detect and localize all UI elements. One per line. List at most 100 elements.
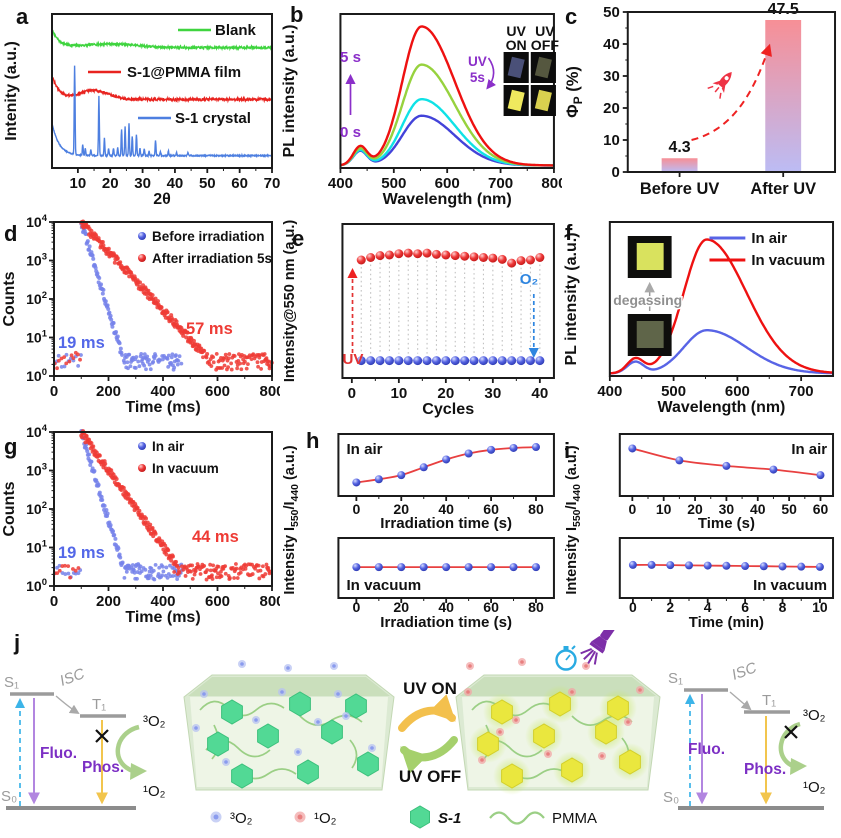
svg-text:In air: In air <box>152 439 185 454</box>
svg-text:60: 60 <box>231 175 248 192</box>
svg-text:44 ms: 44 ms <box>192 528 239 546</box>
excited-s1-molecule-icon <box>561 757 583 783</box>
excited-s1-molecule-icon <box>595 719 617 745</box>
svg-text:degassing: degassing <box>613 292 682 308</box>
svg-text:4: 4 <box>704 599 712 615</box>
svg-text:19 ms: 19 ms <box>58 334 105 352</box>
pl-spectra-chart: 400 500 600 700 800 Wavelength (nm) PL intensi… <box>280 13 562 208</box>
panel-label-b: b <box>290 2 304 27</box>
s1-molecule-icon <box>257 723 279 749</box>
s1-molecule-icon <box>207 731 229 757</box>
svg-text:UV: UV <box>506 23 526 39</box>
svg-text:0: 0 <box>348 385 356 402</box>
svg-text:S₁: S₁ <box>668 670 683 687</box>
svg-text:UV: UV <box>468 54 487 69</box>
x-axis: 0 200 400 600 800 <box>50 376 280 400</box>
excited-s1-molecule-icon <box>549 691 571 717</box>
svg-text:O₂: O₂ <box>520 271 538 288</box>
svg-text:Intensity I550/I440 (a.u.): Intensity I550/I440 (a.u.) <box>564 445 583 594</box>
spectrum-5-s <box>340 25 555 167</box>
svg-text:10: 10 <box>70 175 87 192</box>
svg-text:100: 100 <box>26 577 47 594</box>
svg-text:³O₂: ³O₂ <box>143 713 166 730</box>
svg-text:600: 600 <box>205 593 230 610</box>
uv-5s-arrow-icon <box>486 57 497 90</box>
legend: Blank S-1@PMMA film S-1 crystal <box>88 22 257 127</box>
svg-text:50: 50 <box>603 4 620 21</box>
svg-text:700: 700 <box>789 383 814 400</box>
svg-text:PL intensity (a.u.): PL intensity (a.u.) <box>563 232 580 365</box>
plot-frame <box>51 13 273 169</box>
s1-molecule-icon <box>357 751 379 777</box>
svg-text:Intensity I550/I440 (a.u.): Intensity I550/I440 (a.u.) <box>282 445 301 594</box>
svg-text:Phos.: Phos. <box>744 761 786 778</box>
svg-text:400: 400 <box>150 383 175 400</box>
s1-molecule-icon <box>321 719 343 745</box>
svg-text:UV OFF: UV OFF <box>399 767 461 786</box>
decay-ratio-chart: 0 10 20 30 40 50 60 Time (s) In air 0 2 4 6 8 10 Time (… <box>564 433 835 630</box>
panel-label-f: f <box>565 220 573 245</box>
svg-text:After UV: After UV <box>750 180 816 198</box>
panel-label-i: i <box>564 438 571 463</box>
svg-text:0: 0 <box>50 383 58 400</box>
x-axis: Before UV After UV <box>640 172 816 198</box>
svg-text:Cycles: Cycles <box>422 400 474 418</box>
svg-text:4.3: 4.3 <box>668 139 690 156</box>
svg-text:400: 400 <box>597 383 622 400</box>
lifetime-decay-chart: 0 200 400 600 800 100 101 102 103 104 Time (ms) Cou… <box>1 213 280 416</box>
svg-text:30: 30 <box>719 501 735 517</box>
svg-text:S-1: S-1 <box>438 810 461 827</box>
svg-text:20: 20 <box>603 100 620 117</box>
pmma-chain-icon <box>471 700 557 717</box>
svg-text:OFF: OFF <box>531 37 560 53</box>
spectrum-in-air <box>609 329 834 375</box>
xrd-chart: Blank S-1@PMMA film S-1 crystal 10 20 30 40 50 6… <box>3 13 280 208</box>
panel-h: h 0 20 40 60 80 Irradiation time (s) In air 0 20… <box>280 420 562 630</box>
svg-text:500: 500 <box>381 175 406 192</box>
svg-text:104: 104 <box>26 423 48 440</box>
bar-after-uv <box>765 20 802 172</box>
decay-after-irradiation-5s <box>52 219 274 372</box>
svg-text:S₁: S₁ <box>4 674 19 691</box>
svg-text:Intenity (a.u.): Intenity (a.u.) <box>3 41 20 141</box>
uv-o2-annotations: UV O₂ <box>342 267 539 368</box>
panel-label-a: a <box>16 4 29 29</box>
svg-text:Fluo.: Fluo. <box>688 741 725 758</box>
svg-text:PMMA: PMMA <box>552 810 597 827</box>
svg-text:0: 0 <box>629 599 637 615</box>
svg-text:S-1 crystal: S-1 crystal <box>175 110 251 127</box>
svg-text:6: 6 <box>741 599 749 615</box>
s1-molecule-icon <box>231 763 253 789</box>
svg-text:102: 102 <box>26 290 47 307</box>
svg-text:40: 40 <box>603 36 620 53</box>
svg-text:57 ms: 57 ms <box>186 320 233 338</box>
decay-in-vacuum <box>52 429 272 582</box>
svg-text:In vacuum: In vacuum <box>751 252 825 269</box>
trend-line <box>356 446 537 484</box>
svg-text:ΦP (%): ΦP (%) <box>564 66 585 118</box>
svg-text:30: 30 <box>134 175 151 192</box>
bar-before-uv <box>661 158 698 172</box>
svg-text:40: 40 <box>438 501 454 517</box>
svg-text:102: 102 <box>26 500 47 517</box>
panel-d: d 0 200 400 600 800 100 101 102 103 104 Time (ms) C… <box>0 210 280 420</box>
svg-text:47.5: 47.5 <box>768 1 799 18</box>
s1-molecule-icon <box>221 699 243 725</box>
svg-text:40: 40 <box>438 599 454 615</box>
quantum-yield-bar-chart: 4.3 47.5 0 10 20 30 40 50 Before UV After UV ΦP (%… <box>564 1 837 198</box>
plot-frame <box>626 11 837 173</box>
pmma-chain-icon <box>349 739 358 769</box>
svg-text:101: 101 <box>26 539 48 556</box>
data-points <box>352 563 541 572</box>
uv-lamp-icon <box>580 630 615 665</box>
pmma-film-box <box>455 658 661 795</box>
excited-s1-molecule-icon <box>491 699 513 725</box>
svg-text:103: 103 <box>26 462 47 479</box>
excited-s1-molecule-icon <box>501 763 523 789</box>
panel-label-j: j <box>14 630 21 655</box>
svg-text:10: 10 <box>656 501 672 517</box>
